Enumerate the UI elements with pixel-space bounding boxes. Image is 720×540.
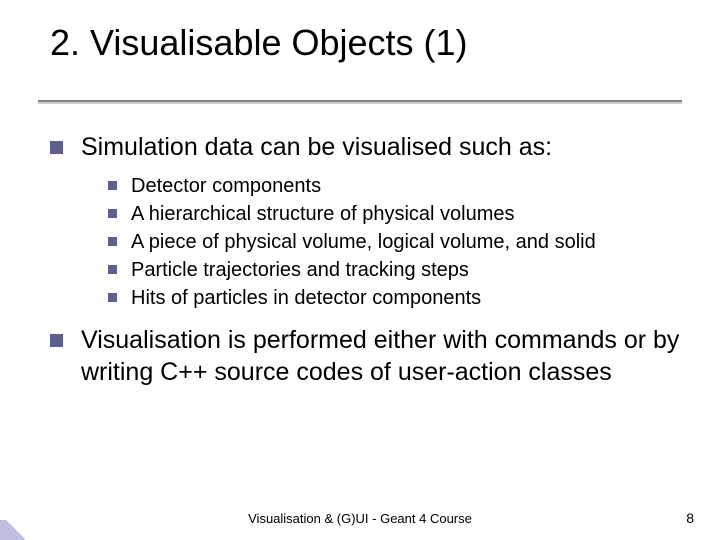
page-number: 8 [686,510,694,526]
bullet-level2: Hits of particles in detector components [108,285,680,311]
level2-text: Detector components [131,173,321,199]
bullet-level1: Simulation data can be visualised such a… [50,132,680,163]
square-bullet-icon [108,293,117,302]
slide-title: 2. Visualisable Objects (1) [50,20,680,65]
title-underline [38,100,682,102]
corner-fold-icon [0,520,28,540]
bullet-level2: Detector components [108,173,680,199]
level2-text: A piece of physical volume, logical volu… [131,229,596,255]
level1-text: Simulation data can be visualised such a… [81,132,552,163]
footer-text: Visualisation & (G)UI - Geant 4 Course [0,511,720,526]
bullet-level2: A piece of physical volume, logical volu… [108,229,680,255]
square-bullet-icon [108,265,117,274]
square-bullet-icon [108,209,117,218]
level2-text: Particle trajectories and tracking steps [131,257,469,283]
slide: 2. Visualisable Objects (1) Simulation d… [0,0,720,540]
square-bullet-icon [108,237,117,246]
bullet-level1: Visualisation is performed either with c… [50,325,680,388]
square-bullet-icon [50,334,63,347]
bullet-level2: Particle trajectories and tracking steps [108,257,680,283]
square-bullet-icon [108,181,117,190]
level2-text: Hits of particles in detector components [131,285,481,311]
level2-text: A hierarchical structure of physical vol… [131,201,515,227]
level1-text: Visualisation is performed either with c… [81,325,680,388]
square-bullet-icon [50,141,63,154]
slide-body: Simulation data can be visualised such a… [50,132,680,398]
bullet-level2: A hierarchical structure of physical vol… [108,201,680,227]
level2-group: Detector components A hierarchical struc… [108,173,680,311]
